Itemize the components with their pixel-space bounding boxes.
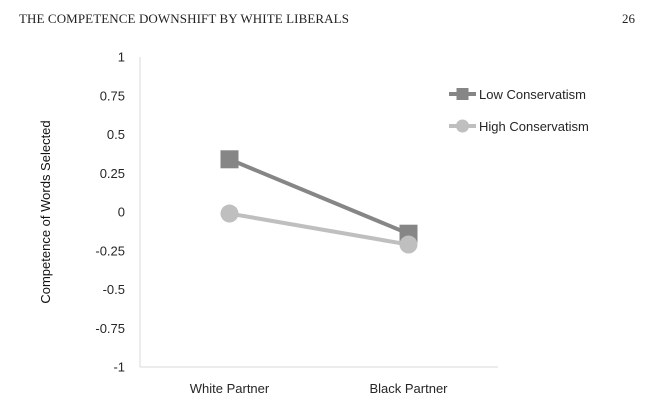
series-line-low-conservatism [228, 157, 410, 236]
x-tick-label: White Partner [190, 381, 270, 396]
y-tick-label: 0 [118, 205, 125, 220]
y-tick-label: 0.5 [107, 127, 125, 142]
page-number: 26 [622, 11, 635, 26]
chart-axes [139, 57, 498, 368]
chart-series [220, 150, 418, 254]
y-tick-label: -0.25 [95, 243, 125, 258]
data-point-high-conservatism [399, 235, 418, 254]
x-tick-labels: White Partner Black Partner [190, 381, 448, 396]
x-tick-label: Black Partner [369, 381, 448, 396]
legend-label-high-conservatism: High Conservatism [479, 119, 589, 134]
legend-marker-high-conservatism [456, 119, 469, 133]
legend-marker-low-conservatism [456, 88, 469, 100]
legend-label-low-conservatism: Low Conservatism [479, 87, 586, 102]
y-tick-label: 1 [118, 50, 125, 65]
data-point-low-conservatism [220, 150, 239, 169]
chart-legend: Low Conservatism High Conservatism [449, 87, 589, 134]
y-tick-label: 0.25 [100, 166, 125, 181]
y-tick-label: 0.75 [100, 88, 125, 103]
y-tick-label: -0.5 [103, 282, 125, 297]
data-point-high-conservatism [220, 204, 239, 223]
y-tick-label: -1 [113, 360, 125, 375]
running-head: THE COMPETENCE DOWNSHIFT BY WHITE LIBERA… [19, 11, 350, 26]
series-line-high-conservatism [229, 211, 409, 247]
y-tick-label: -0.75 [95, 321, 125, 336]
y-tick-labels: 1 0.75 0.5 0.25 0 -0.25 -0.5 -0.75 -1 [95, 50, 125, 375]
y-axis-label: Competence of Words Selected [38, 120, 53, 303]
